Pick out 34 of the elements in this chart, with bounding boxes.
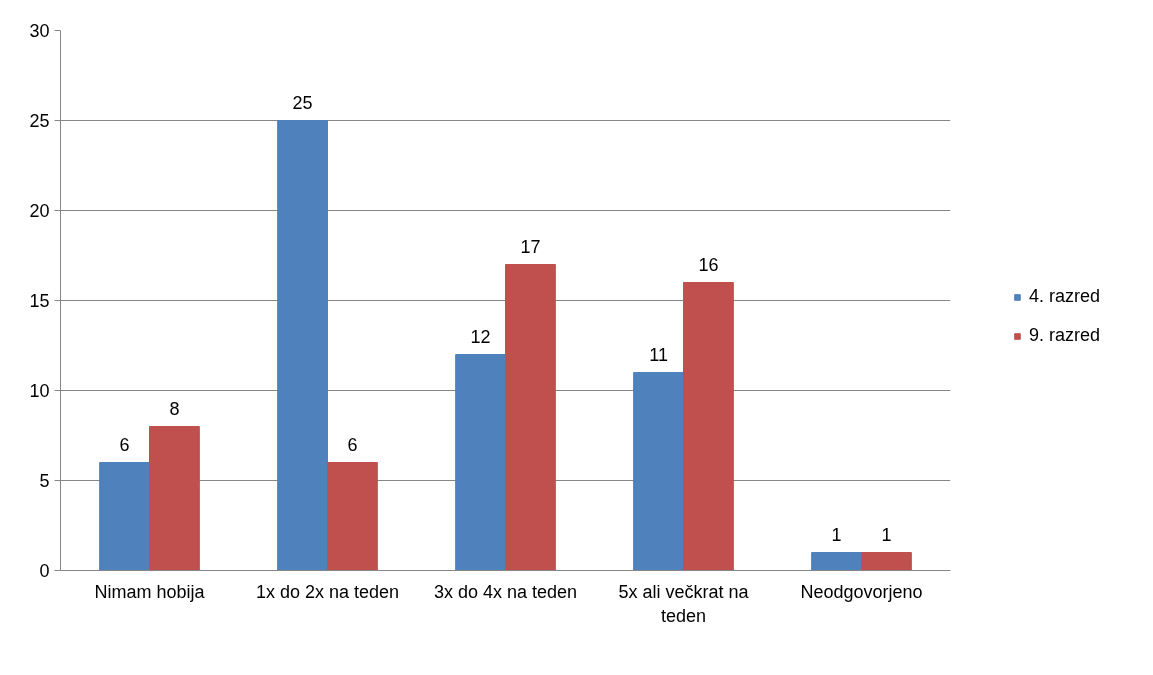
y-tick-label: 15 bbox=[29, 291, 50, 311]
legend-label: 4. razred bbox=[1028, 286, 1101, 307]
x-tick-label: Nimam hobija bbox=[94, 581, 206, 602]
x-tick-label: 3x do 4x na teden bbox=[433, 581, 578, 602]
data-label: 16 bbox=[698, 254, 719, 275]
x-tick-label: 1x do 2x na teden bbox=[255, 581, 400, 602]
bar bbox=[683, 282, 734, 571]
data-label: 6 bbox=[347, 434, 358, 455]
bar bbox=[149, 426, 200, 571]
data-label: 8 bbox=[169, 398, 180, 419]
y-tick-label: 25 bbox=[29, 111, 50, 131]
legend-label: 9. razred bbox=[1028, 325, 1101, 346]
bar bbox=[861, 552, 912, 571]
data-label: 11 bbox=[649, 344, 668, 365]
bar bbox=[99, 462, 150, 571]
y-tick-label: 10 bbox=[29, 381, 50, 401]
bar bbox=[633, 372, 684, 571]
y-tick-label: 5 bbox=[39, 471, 50, 491]
data-label: 1 bbox=[881, 524, 892, 545]
bar bbox=[327, 462, 378, 571]
y-tick-label: 0 bbox=[39, 561, 50, 581]
bar bbox=[277, 120, 328, 571]
x-tick-label: 5x ali večkrat na teden bbox=[618, 581, 750, 626]
bar bbox=[455, 354, 506, 571]
bar bbox=[811, 552, 862, 571]
data-label: 6 bbox=[119, 434, 130, 455]
data-label: 1 bbox=[831, 524, 842, 545]
y-tick-label: 20 bbox=[29, 201, 50, 221]
bar bbox=[505, 264, 556, 571]
y-tick-label: 30 bbox=[29, 21, 50, 41]
data-label: 25 bbox=[292, 92, 313, 113]
data-label: 12 bbox=[470, 326, 491, 347]
x-tick-label: Neodgovorjeno bbox=[800, 581, 923, 602]
data-label: 17 bbox=[520, 236, 541, 257]
